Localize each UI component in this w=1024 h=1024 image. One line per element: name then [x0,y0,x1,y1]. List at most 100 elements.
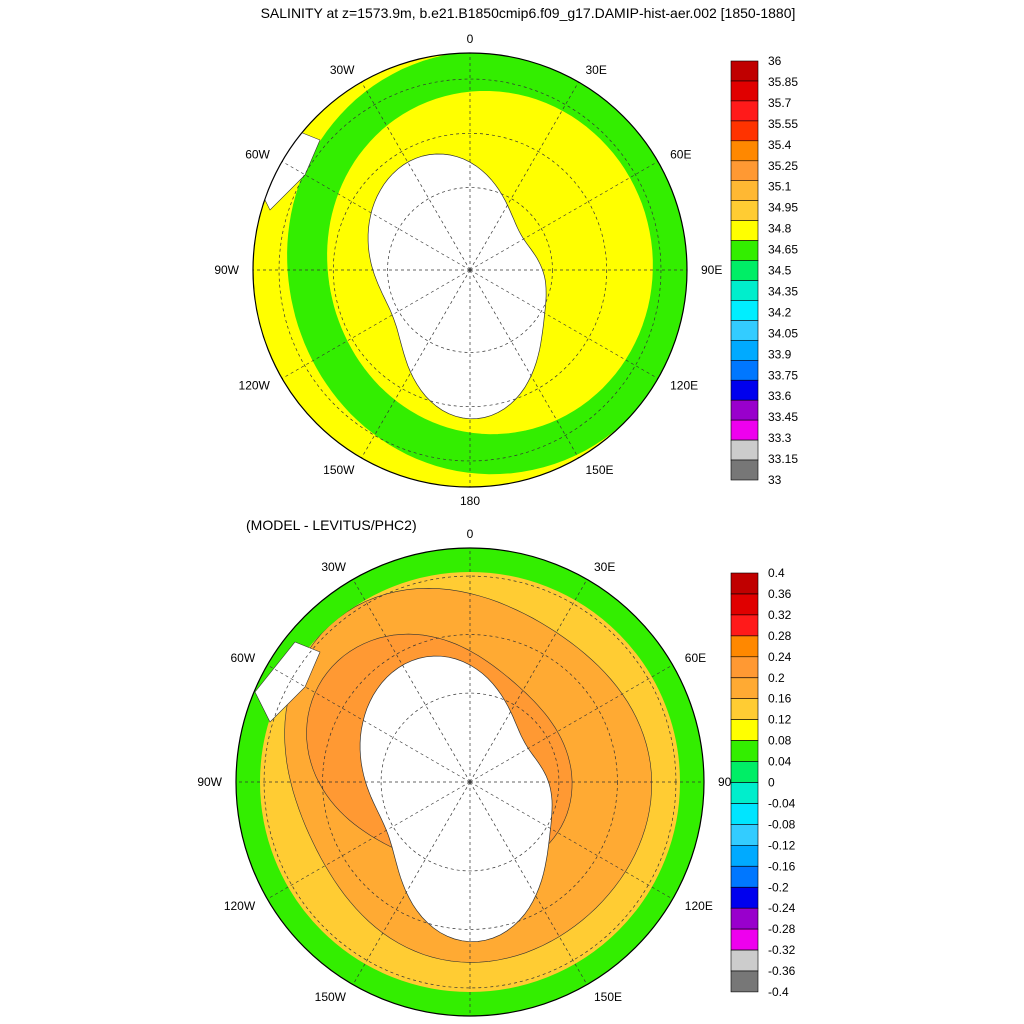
colorbar-swatch [730,260,759,281]
longitude-label: 120E [685,899,713,913]
colorbar-swatch [730,160,759,182]
colorbar-swatch [730,280,759,301]
colorbar-tick-label: 0.08 [768,734,792,748]
colorbar-swatch [730,200,759,221]
colorbar-tick-label: -0.16 [768,859,796,873]
colorbar-swatch [730,761,759,783]
meridian-line [469,81,579,271]
longitude-label: 90E [701,263,722,277]
colorbar-tick-label: 33 [768,473,782,487]
top-title: SALINITY at z=1573.9m, b.e21.B1850cmip6.… [261,5,796,21]
meridian-line [469,269,579,459]
colorbar-tick-label: 0.16 [768,692,792,706]
colorbar-tick-label: 35.7 [768,96,792,110]
colorbar-tick-label: -0.4 [768,985,789,999]
colorbar-tick-label: 34.05 [768,326,798,340]
longitude-label: 30E [586,63,607,77]
colorbar-swatch [730,359,759,381]
colorbar-swatch [730,677,759,699]
colorbar-tick-label: 35.1 [768,180,792,194]
colorbar-tick-label: 34.5 [768,264,792,278]
colorbar-swatch [730,339,759,361]
longitude-label: 150W [315,990,347,1004]
meridian-line [267,781,471,900]
colorbar-swatch [730,100,759,122]
colorbar-swatch [730,572,759,595]
meridian-line [352,579,471,783]
meridian-line [469,269,659,379]
colorbar-swatch [730,220,759,241]
longitude-label: 30W [330,63,355,77]
map-boundary [235,547,705,1017]
longitude-label: 90W [214,263,239,277]
colorbar-swatch [730,865,759,888]
colorbar-tick-label: 0.28 [768,629,792,643]
longitude-label: 30W [321,560,346,574]
colorbar-tick-label: 34.35 [768,284,798,298]
colorbar-tick-label: -0.2 [768,880,789,894]
longitude-label: 0 [467,527,474,541]
colorbar-tick-label: 33.45 [768,410,798,424]
colorbar-tick-label: 0.24 [768,650,792,664]
colorbar-tick-label: -0.36 [768,964,796,978]
colorbar-swatch [730,740,759,762]
colorbar-tick-label: 35.55 [768,117,798,131]
longitude-label: 180 [460,494,480,508]
colorbar-swatch [730,970,759,993]
meridian-line [469,161,659,271]
colorbar-tick-label: 0.04 [768,755,792,769]
colorbar-swatch [730,928,759,951]
colorbar-swatch [730,140,759,162]
latitude-circle [332,132,608,408]
meridian-line [469,781,588,985]
colorbar-swatch [730,656,759,678]
colorbar-swatch [730,844,759,867]
colorbar-swatch [730,379,759,401]
colorbar-swatch [730,459,759,481]
colorbar-tick-label: 0.12 [768,713,792,727]
colorbar-swatch [730,593,759,616]
longitude-label: 0 [467,32,474,46]
longitude-label: 60E [685,651,706,665]
colorbar-tick-label: 33.15 [768,452,798,466]
meridian-line [352,781,471,985]
colorbar-swatch [730,886,759,909]
colorbar-tick-label: 34.65 [768,243,798,257]
meridian-line [281,161,471,271]
antarctica-land [359,655,553,943]
colorbar-tick-label: 33.6 [768,389,792,403]
meridian-line [281,269,471,379]
colorbar-swatch [730,240,759,261]
colorbar-swatch [730,614,759,637]
colorbar-swatch [730,782,759,804]
meridian-line [361,269,471,459]
south-america-land [254,641,321,723]
colorbar-tick-label: 33.75 [768,368,798,382]
colorbar-swatch [730,907,759,930]
antarctica-land [367,153,547,420]
latitude-circle [380,692,560,872]
colorbar-tick-label: 33.3 [768,431,792,445]
colorbar-tick-label: -0.08 [768,817,796,831]
longitude-label: 90W [197,775,222,789]
salinity-colorbar: 36 35.85 35.7 35.55 35.4 35.25 35.1 34.95 34.8 34… [730,54,798,487]
colorbar-swatch [730,719,759,741]
bottom-title: (MODEL - LEVITUS/PHC2) [246,517,417,533]
colorbar-tick-label: 35.85 [768,75,798,89]
colorbar-swatch [730,80,759,102]
longitude-label: 120W [239,379,271,393]
longitude-label: 60W [231,651,256,665]
longitude-label: 150W [323,463,355,477]
longitude-label: 120W [224,899,256,913]
colorbar-tick-label: 0.2 [768,671,785,685]
colorbar-swatch [730,949,759,972]
colorbar-swatch [730,399,759,421]
meridian-line [469,781,673,900]
colorbar-tick-label: 0.32 [768,608,792,622]
colorbar-swatch [730,419,759,441]
colorbar-swatch [730,120,759,142]
colorbar-tick-label: -0.28 [768,922,796,936]
longitude-label: 60E [670,148,691,162]
